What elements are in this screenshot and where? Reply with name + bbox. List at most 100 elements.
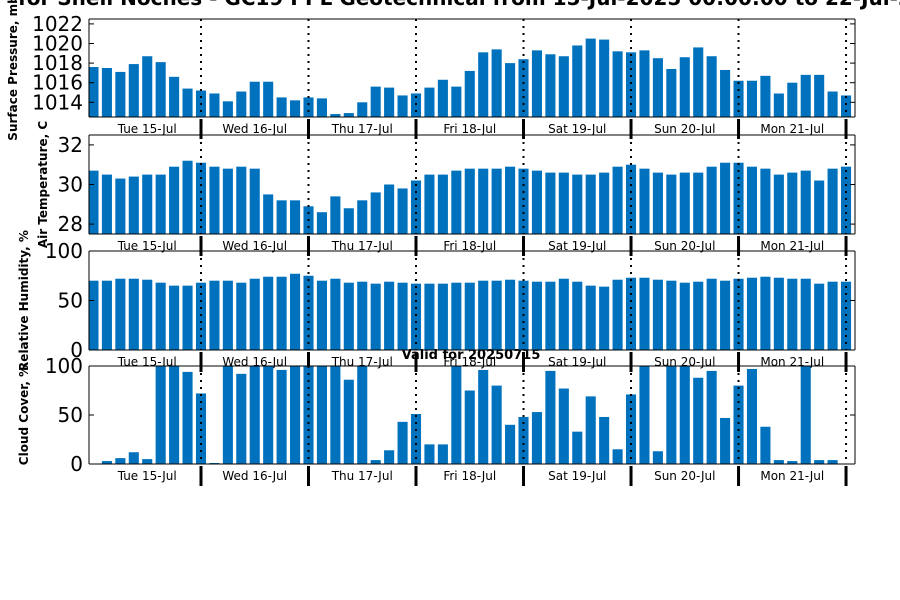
- bar: [276, 97, 287, 117]
- bar: [572, 281, 583, 350]
- y-tick-label: 28: [58, 212, 83, 236]
- bar: [505, 166, 516, 234]
- bar: [209, 280, 220, 350]
- bar: [142, 459, 153, 464]
- bar: [316, 98, 327, 117]
- bar: [478, 280, 489, 350]
- y-tick-label: 1022: [32, 12, 83, 36]
- bar: [343, 282, 354, 350]
- bar: [572, 174, 583, 234]
- bar: [652, 451, 663, 464]
- bar: [666, 366, 677, 464]
- bar: [101, 174, 112, 234]
- bar: [169, 76, 180, 117]
- bar: [330, 114, 341, 117]
- bar: [303, 275, 314, 350]
- day-label: Wed 16-Jul: [222, 122, 287, 136]
- bar: [451, 170, 462, 234]
- bar: [410, 93, 422, 117]
- bar: [652, 172, 663, 234]
- bar: [558, 278, 569, 350]
- bar: [720, 280, 731, 350]
- bar: [397, 188, 408, 234]
- day-label: Thu 17-Jul: [331, 122, 393, 136]
- bar: [155, 366, 166, 464]
- bar: [558, 388, 569, 464]
- bar: [316, 212, 327, 234]
- day-label: Wed 16-Jul: [222, 239, 287, 253]
- bar: [746, 80, 758, 117]
- y-tick-label: 1018: [32, 51, 83, 75]
- bar: [115, 71, 126, 117]
- bar: [195, 393, 207, 464]
- bar: [518, 168, 529, 234]
- bar: [142, 279, 153, 350]
- bar: [343, 113, 354, 117]
- bar: [693, 47, 704, 117]
- y-tick-label: 30: [58, 173, 83, 197]
- y-axis-label: Surface Pressure, mb: [6, 0, 20, 141]
- bar: [478, 369, 489, 464]
- bar: [545, 54, 556, 117]
- day-label: Mon 21-Jul: [760, 355, 824, 369]
- bar: [679, 282, 690, 350]
- bar: [397, 282, 408, 350]
- bar: [720, 69, 731, 117]
- bar: [787, 82, 798, 117]
- bar: [827, 281, 838, 350]
- bar: [222, 280, 233, 350]
- bar: [370, 283, 381, 350]
- bar: [290, 366, 301, 464]
- day-label: Sun 20-Jul: [654, 469, 715, 483]
- bar: [639, 366, 650, 464]
- bar: [625, 52, 637, 117]
- bar: [397, 95, 408, 117]
- bar: [491, 168, 502, 234]
- day-label: Sat 19-Jul: [548, 239, 606, 253]
- bar: [209, 93, 220, 117]
- bar: [424, 444, 435, 464]
- bar: [290, 273, 301, 350]
- y-tick-label: 50: [58, 289, 83, 313]
- bar: [693, 281, 704, 350]
- bar: [303, 97, 314, 117]
- bar: [531, 50, 542, 117]
- bar: [410, 180, 422, 234]
- bar: [182, 160, 193, 234]
- bar: [720, 417, 731, 464]
- bar: [652, 58, 663, 117]
- bar: [330, 366, 341, 464]
- day-label: Tue 15-Jul: [117, 239, 177, 253]
- bar: [155, 174, 166, 234]
- bar: [545, 281, 556, 350]
- bar: [666, 280, 677, 350]
- bar: [128, 452, 139, 464]
- bar: [182, 285, 193, 350]
- bar: [410, 283, 422, 350]
- bar: [370, 86, 381, 117]
- day-label: Fri 18-Jul: [443, 239, 496, 253]
- bar: [612, 166, 623, 234]
- day-label: Tue 15-Jul: [117, 469, 177, 483]
- bar: [787, 278, 798, 350]
- bar: [518, 59, 529, 117]
- bar: [505, 424, 516, 464]
- bar: [128, 278, 139, 350]
- bar: [424, 283, 435, 350]
- bar: [693, 377, 704, 464]
- bar: [357, 366, 368, 464]
- bar: [222, 168, 233, 234]
- bar: [249, 168, 260, 234]
- bar: [585, 38, 596, 117]
- bar: [827, 91, 838, 117]
- bar: [773, 93, 784, 117]
- y-tick-label: 1020: [32, 32, 83, 56]
- bar: [451, 86, 462, 117]
- bar: [316, 280, 327, 350]
- figure-subtitle: Valid for 20250715: [402, 348, 541, 363]
- bar: [424, 174, 435, 234]
- bar: [437, 283, 448, 350]
- bar: [760, 75, 771, 117]
- bar: [787, 461, 798, 464]
- day-label: Wed 16-Jul: [222, 469, 287, 483]
